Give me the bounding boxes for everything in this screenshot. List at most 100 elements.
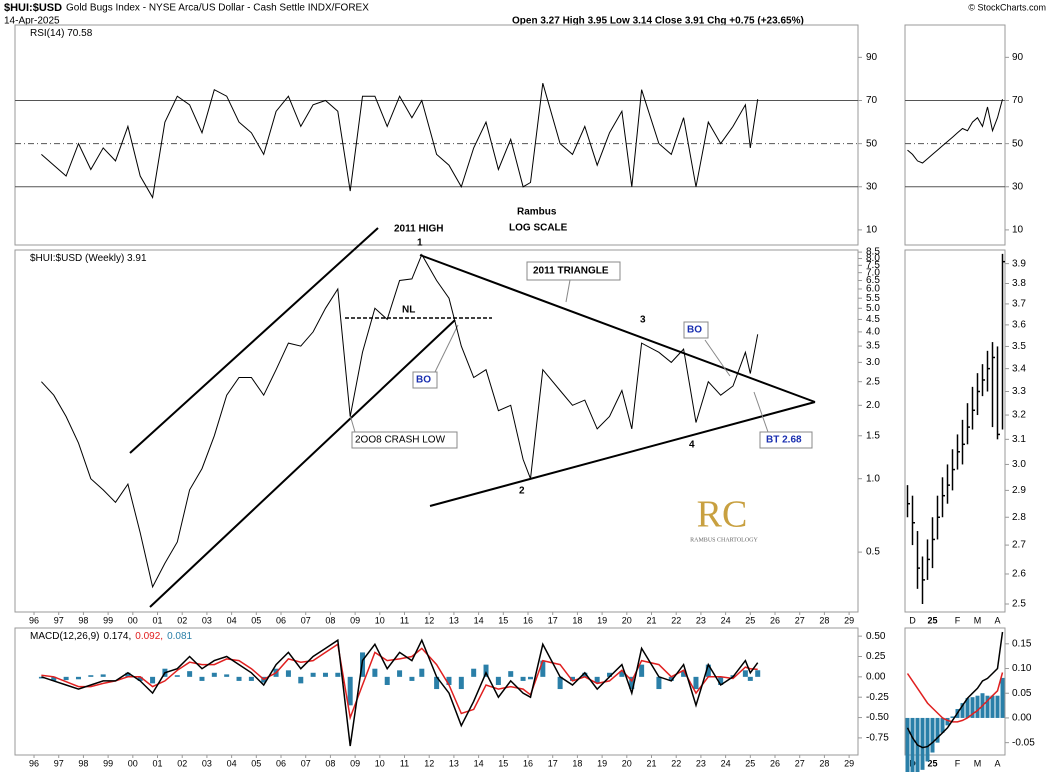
y-tick-label: 3.0 (1012, 459, 1026, 470)
histogram-bar (940, 717, 945, 733)
x-tick-label: 14 (474, 615, 484, 625)
x-tick-label: 25 (927, 758, 937, 768)
y-tick-label: 0.15 (1012, 638, 1032, 649)
callout-box (412, 371, 438, 389)
histogram-bar (224, 674, 230, 677)
y-tick-label: 1.0 (866, 473, 880, 484)
x-tick-label: 27 (795, 615, 805, 625)
y-tick-label: 0.5 (866, 547, 880, 558)
y-tick-label: 3.6 (1012, 320, 1026, 331)
panel-label-text: RSI(14) 70.58 (30, 28, 93, 39)
panel-frame (904, 627, 1006, 756)
x-tick-label: 21 (647, 758, 657, 768)
series-line (41, 83, 759, 199)
histogram-bar (137, 676, 143, 681)
histogram-bar (397, 670, 403, 677)
series-line (906, 631, 1004, 749)
x-tick-label: 16 (523, 615, 533, 625)
histogram-bar (527, 676, 533, 680)
x-tick-label: 13 (449, 758, 459, 768)
x-tick-label: 08 (325, 615, 335, 625)
histogram-bar (347, 676, 353, 706)
y-tick-label: 8.0 (866, 253, 880, 264)
x-tick-label: M (974, 615, 982, 625)
annotation: 2011 TRIANGLE (533, 266, 609, 277)
x-tick-label: 27 (795, 758, 805, 768)
histogram-bar (471, 668, 477, 677)
y-tick-label: 10 (866, 225, 878, 236)
histogram-bar (718, 676, 724, 685)
histogram-bar (747, 676, 753, 681)
annotation: LOG SCALE (509, 223, 568, 234)
y-tick-label: 0.50 (866, 631, 886, 642)
histogram-bar (409, 676, 415, 681)
histogram-bar (945, 717, 950, 726)
y-tick-label: 6.0 (866, 284, 880, 295)
histogram-bar (434, 676, 440, 690)
x-tick-label: 97 (54, 615, 64, 625)
histogram-bar (446, 676, 452, 685)
y-tick-label: 3.2 (1012, 410, 1026, 421)
series-line (41, 643, 758, 721)
y-tick-label: 70 (1012, 95, 1024, 106)
histogram-bar (236, 676, 242, 681)
callout (704, 339, 731, 377)
x-tick-label: 15 (498, 615, 508, 625)
x-tick-label: 11 (400, 758, 409, 768)
x-tick-label: 01 (153, 615, 163, 625)
histogram-bar (607, 672, 613, 677)
y-tick-label: 2.5 (866, 376, 880, 387)
panel-frame (14, 249, 859, 613)
histogram-bar (458, 676, 464, 690)
histogram-bar (995, 695, 1000, 718)
x-tick-label: 22 (671, 615, 681, 625)
histogram-bar (639, 664, 645, 677)
x-tick-label: 20 (622, 615, 632, 625)
histogram-bar (990, 695, 995, 718)
x-tick-label: 21 (647, 615, 657, 625)
panel-label: MACD(12,26,9) 0.174, 0.092, 0.081 (30, 631, 193, 642)
x-tick-label: 26 (770, 615, 780, 625)
histogram-bar (755, 670, 761, 677)
x-tick-label: 09 (350, 758, 360, 768)
histogram-bar (693, 676, 699, 690)
annotation: BO (416, 375, 431, 386)
histogram-bar (187, 671, 193, 677)
x-tick-label: 23 (696, 758, 706, 768)
histogram-bar (557, 676, 563, 690)
annotation: BO (687, 325, 702, 336)
x-tick-label: 26 (770, 758, 780, 768)
x-tick-label: 02 (177, 615, 187, 625)
x-tick-label: 00 (128, 615, 138, 625)
series-line (907, 99, 1003, 164)
y-tick-label: 30 (1012, 181, 1024, 192)
histogram-bar (950, 716, 955, 718)
panel-frame (904, 24, 1006, 246)
histogram-bar (248, 676, 254, 681)
x-tick-label: 96 (29, 758, 39, 768)
x-tick-label: 22 (671, 758, 681, 768)
annotation: BT 2.68 (766, 435, 802, 446)
x-tick-label: 17 (548, 615, 558, 625)
x-tick-label: 09 (350, 615, 360, 625)
histogram-bar (594, 676, 600, 683)
y-tick-label: -0.25 (866, 692, 889, 703)
symbol: $HUI:$USD (4, 2, 62, 14)
x-tick-label: F (955, 615, 961, 625)
x-tick-label: 28 (819, 758, 829, 768)
y-tick-label: 70 (866, 95, 878, 106)
x-tick-label: 05 (251, 615, 261, 625)
histogram-bar (310, 672, 316, 677)
histogram-bar (100, 674, 106, 677)
histogram-bar (1000, 677, 1005, 718)
annotation: 2011 HIGH (394, 224, 443, 235)
histogram-bar (705, 664, 711, 677)
histogram-bar (199, 676, 205, 681)
y-tick-label: 5.5 (866, 293, 880, 304)
histogram-bar (150, 676, 156, 684)
callout-box (759, 431, 813, 449)
histogram-bar (63, 676, 69, 681)
x-tick-label: 20 (622, 758, 632, 768)
y-tick-label: -0.75 (866, 733, 889, 744)
